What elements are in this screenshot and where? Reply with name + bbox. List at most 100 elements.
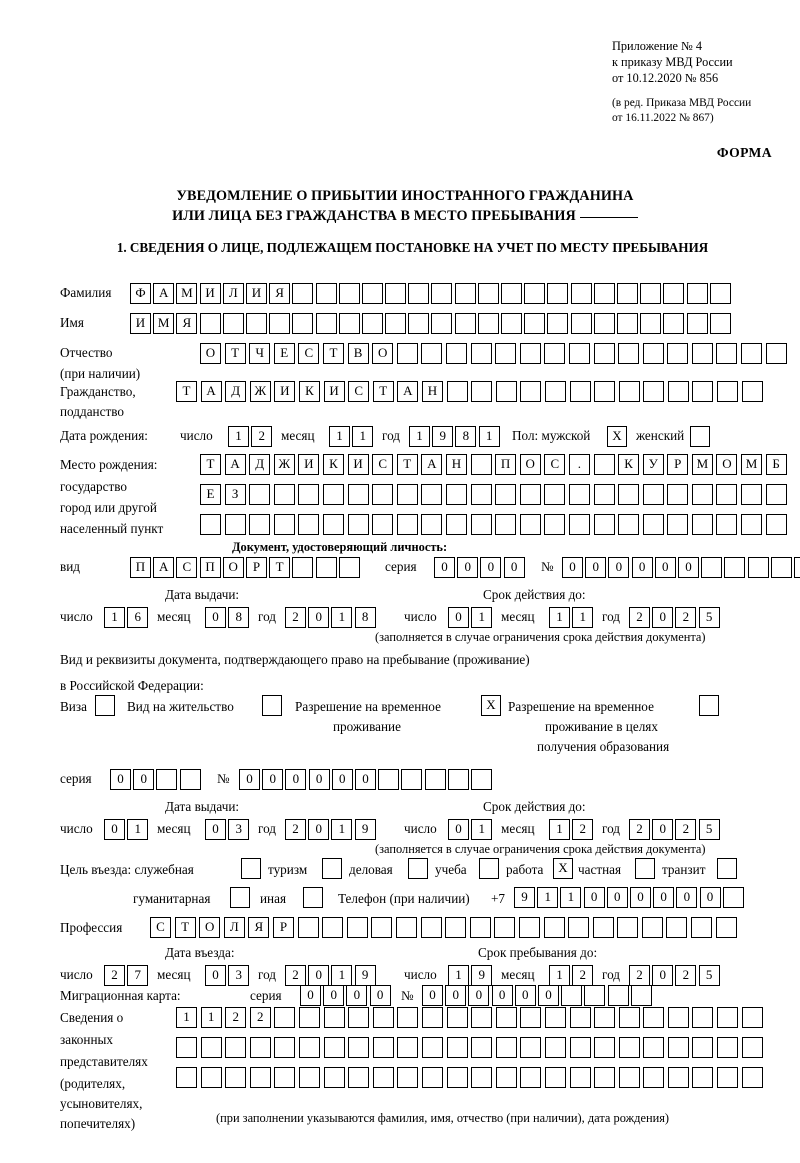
cell[interactable]: 2 <box>629 965 650 986</box>
cell[interactable] <box>593 484 615 505</box>
cell[interactable]: 1 <box>200 1007 222 1028</box>
cell[interactable] <box>667 1037 689 1058</box>
cell[interactable]: О <box>519 454 541 475</box>
cell[interactable] <box>569 381 591 402</box>
cell[interactable] <box>495 1067 517 1088</box>
cell[interactable]: 0 <box>434 557 455 578</box>
cell[interactable]: И <box>298 454 320 475</box>
cell[interactable]: 1 <box>448 965 469 986</box>
cell[interactable]: 0 <box>205 819 226 840</box>
cell[interactable]: 0 <box>308 769 330 790</box>
cell[interactable]: 0 <box>308 965 330 986</box>
cell[interactable]: 2 <box>675 965 697 986</box>
cell[interactable] <box>315 557 337 578</box>
cell[interactable]: 0 <box>503 557 525 578</box>
purpose-humanitarian-checkbox[interactable] <box>230 887 250 908</box>
cell[interactable] <box>520 1007 542 1028</box>
cell[interactable]: 1 <box>549 819 570 840</box>
cell[interactable]: 6 <box>127 607 149 628</box>
cell[interactable]: 0 <box>262 769 284 790</box>
purpose-study-checkbox[interactable] <box>479 858 499 879</box>
cell[interactable]: 5 <box>698 819 720 840</box>
cell[interactable]: 0 <box>631 557 653 578</box>
cell[interactable] <box>298 1037 320 1058</box>
cell[interactable] <box>200 514 221 535</box>
cell[interactable] <box>643 1007 665 1028</box>
cell[interactable]: И <box>323 381 345 402</box>
cell[interactable] <box>372 1037 394 1058</box>
cell[interactable]: 0 <box>205 607 226 628</box>
cell[interactable] <box>747 557 769 578</box>
cell[interactable]: Т <box>396 454 418 475</box>
cell[interactable] <box>477 283 499 304</box>
temp-residence-edu-checkbox[interactable] <box>699 695 719 716</box>
cell[interactable] <box>630 985 652 1006</box>
cell[interactable] <box>396 484 418 505</box>
cell[interactable] <box>397 1007 419 1028</box>
cell[interactable]: Т <box>176 381 197 402</box>
cell[interactable] <box>471 1007 493 1028</box>
cell[interactable]: Ч <box>249 343 271 364</box>
cell[interactable] <box>592 917 614 938</box>
cell[interactable] <box>421 1067 443 1088</box>
cell[interactable]: 2 <box>675 819 697 840</box>
cell[interactable] <box>544 1037 566 1058</box>
purpose-tourism-checkbox[interactable] <box>322 858 342 879</box>
cell[interactable] <box>315 283 337 304</box>
cell[interactable]: И <box>130 313 151 334</box>
purpose-transit-checkbox[interactable] <box>717 858 737 879</box>
cell[interactable] <box>617 917 639 938</box>
cell[interactable] <box>642 484 664 505</box>
cell[interactable] <box>421 1037 443 1058</box>
cell[interactable] <box>348 1007 370 1028</box>
cell[interactable]: 1 <box>560 887 582 908</box>
cell[interactable] <box>372 1007 394 1028</box>
cell[interactable] <box>709 283 731 304</box>
cell[interactable]: М <box>691 454 713 475</box>
cell[interactable] <box>667 484 689 505</box>
cell[interactable]: П <box>130 557 151 578</box>
cell[interactable]: Ж <box>249 381 271 402</box>
cell[interactable] <box>691 917 713 938</box>
cell[interactable] <box>179 769 201 790</box>
cell[interactable] <box>200 1067 222 1088</box>
cell[interactable] <box>421 514 443 535</box>
cell[interactable]: Ф <box>130 283 151 304</box>
cell[interactable] <box>269 313 291 334</box>
cell[interactable] <box>495 1037 517 1058</box>
cell[interactable]: С <box>372 454 394 475</box>
cell[interactable]: 2 <box>572 819 594 840</box>
cell[interactable] <box>477 313 499 334</box>
cell[interactable]: 1 <box>537 887 559 908</box>
cell[interactable] <box>741 514 763 535</box>
cell[interactable]: 1 <box>478 426 500 447</box>
cell[interactable] <box>618 1037 640 1058</box>
cell[interactable]: 0 <box>699 887 721 908</box>
cell[interactable] <box>495 381 517 402</box>
birth-place-row-3-cells[interactable] <box>200 514 787 535</box>
cell[interactable] <box>741 1067 763 1088</box>
cell[interactable] <box>519 484 541 505</box>
cell[interactable]: 1 <box>471 607 493 628</box>
cell[interactable] <box>347 484 369 505</box>
cell[interactable]: Ж <box>273 454 295 475</box>
cell[interactable] <box>249 1037 271 1058</box>
cell[interactable]: 0 <box>331 769 353 790</box>
cell[interactable] <box>594 1037 616 1058</box>
cell[interactable] <box>642 514 664 535</box>
cell[interactable] <box>793 557 800 578</box>
cell[interactable] <box>322 917 344 938</box>
cell[interactable] <box>395 917 417 938</box>
cell[interactable] <box>348 1037 370 1058</box>
cell[interactable] <box>618 484 640 505</box>
